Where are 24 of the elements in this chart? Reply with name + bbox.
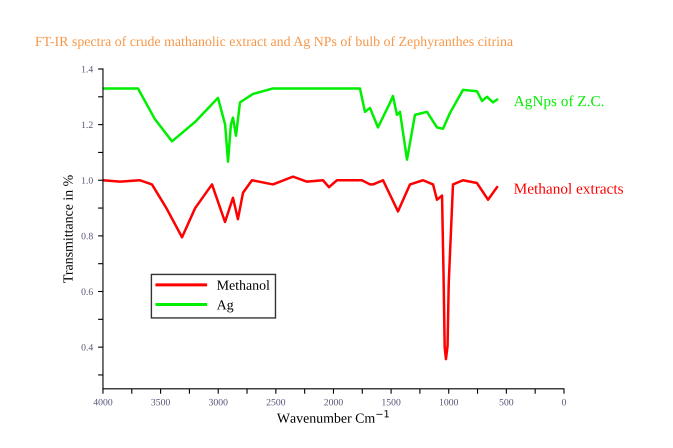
x-tick-label: 2500 bbox=[266, 398, 286, 406]
y-tick-label: 1.2 bbox=[82, 122, 93, 128]
y-tick-label: 1.0 bbox=[82, 177, 93, 184]
legend-label: Ag bbox=[216, 300, 234, 312]
x-tick-label: 1500 bbox=[382, 398, 400, 406]
x-tick-label: 3500 bbox=[151, 398, 170, 406]
x-tick-label: 0 bbox=[562, 398, 566, 406]
x-tick-label: 2000 bbox=[324, 398, 343, 406]
line-series bbox=[102, 87, 498, 163]
y-tick-label: 0.6 bbox=[81, 288, 93, 296]
y-axis-title: Transmittance in % bbox=[63, 175, 73, 283]
y-tick-label: 0.8 bbox=[81, 232, 93, 240]
x-tick-label: 500 bbox=[500, 398, 514, 406]
annotation: Methanol extracts bbox=[514, 183, 624, 194]
line-series bbox=[102, 175, 498, 360]
annotation: AgNps of Z.C. bbox=[514, 95, 604, 110]
x-axis-title: Wavenumber Cm$^{−1}$ bbox=[276, 410, 389, 423]
chart-title: FT-IR spectra of crude mathanolic extract and Ag NPs of bulb of Zephyranthes citrina bbox=[35, 36, 513, 49]
x-tick-label: 1000 bbox=[440, 398, 458, 406]
legend-label: Methanol bbox=[217, 280, 270, 290]
x-tick-label: 4000 bbox=[93, 398, 112, 406]
y-tick-label: 1.4 bbox=[82, 66, 94, 73]
y-tick-label: 0.4 bbox=[81, 344, 94, 351]
x-tick-label: 3000 bbox=[208, 398, 228, 406]
